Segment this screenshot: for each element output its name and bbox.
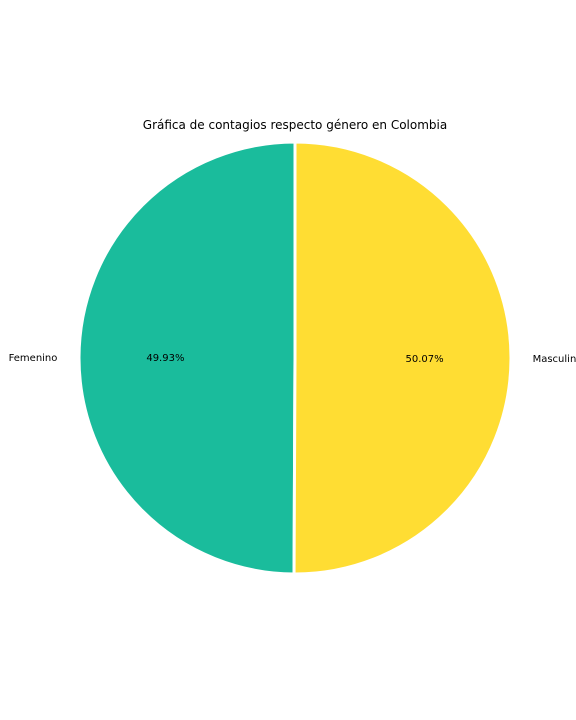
percent-label-femenino: 49.93% <box>146 353 184 364</box>
pie-slices <box>77 140 513 576</box>
percent-label-masculino: 50.07% <box>406 354 444 365</box>
slice-label-masculino: Masculino <box>533 354 576 365</box>
chart-title: Gráfica de contagios respecto género en … <box>143 118 447 132</box>
pie-slice-masculino <box>292 140 513 576</box>
pie-labels: Femenino 49.93% Masculino 50.07% <box>9 353 576 365</box>
slice-label-femenino: Femenino <box>9 353 58 364</box>
pie-slice-femenino <box>77 140 297 576</box>
